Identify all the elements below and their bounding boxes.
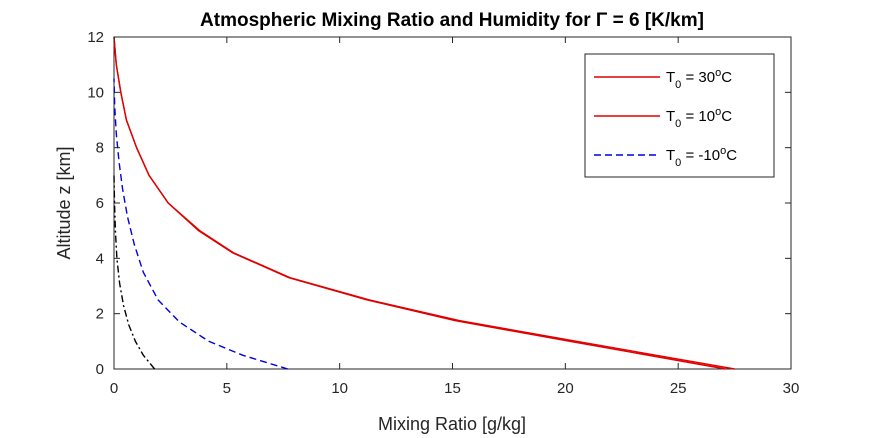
series-line-1	[113, 36, 726, 370]
series-line-3	[113, 175, 156, 370]
series-line-2	[113, 78, 289, 370]
y-tick-label: 0	[96, 361, 104, 378]
x-tick-label: 10	[331, 380, 348, 397]
y-tick-label: 10	[87, 84, 104, 101]
legend-label: T0 = -10oC	[666, 145, 737, 169]
y-tick-label: 2	[96, 306, 104, 323]
x-tick-label: 25	[670, 380, 687, 397]
axis-ticks: 0 5 10 15 20 25 30 0 2 4 6 8 10 12	[87, 29, 799, 397]
x-tick-label: 5	[223, 380, 231, 397]
x-tick-label: 30	[783, 380, 800, 397]
y-tick-label: 6	[96, 195, 104, 212]
x-tick-label: 15	[444, 380, 461, 397]
chart-title: Atmospheric Mixing Ratio and Humidity fo…	[200, 10, 704, 31]
y-tick-label: 4	[96, 250, 104, 267]
y-axis-label: Altitude z [km]	[54, 146, 74, 259]
y-tick-label: 8	[96, 140, 104, 157]
legend-label: T0 = 30oC	[666, 67, 732, 91]
series-layer	[113, 36, 735, 370]
x-tick-label: 20	[557, 380, 574, 397]
legend: T0 = 30oC T0 = 10oC T0 = -10oC	[584, 53, 775, 178]
legend-label: T0 = 10oC	[666, 106, 732, 130]
x-tick-label: 0	[110, 380, 118, 397]
x-axis-label: Mixing Ratio [g/kg]	[378, 414, 526, 434]
y-tick-label: 12	[87, 29, 104, 46]
